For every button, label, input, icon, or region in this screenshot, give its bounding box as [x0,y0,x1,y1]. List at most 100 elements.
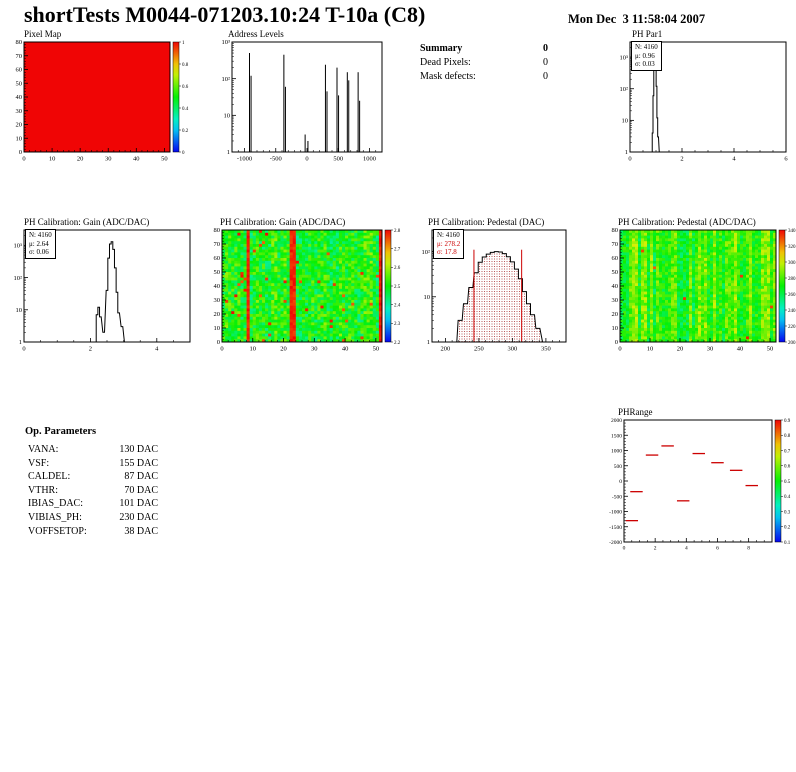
svg-text:2.5: 2.5 [394,285,401,290]
svg-text:1000: 1000 [363,156,376,163]
svg-text:50: 50 [214,269,221,276]
op-param-row: VTHR: 70 DAC [25,484,158,498]
plot-title: Address Levels [228,29,284,39]
svg-text:0.4: 0.4 [182,107,189,112]
plot-title: PH Calibration: Gain (ADC/DAC) [220,217,346,227]
pixel-map-canvas: 0 10 20 30 40 50 0 10 20 30 40 50 60 70 80 1 0.8 0.6 0.4 0.… [16,40,189,163]
svg-text:2: 2 [654,546,657,552]
svg-text:0.3: 0.3 [784,510,791,515]
svg-text:0.7: 0.7 [784,449,791,454]
op-param-row: CALDEL: 87 DAC [25,470,158,484]
row-value: 155 DAC [119,457,158,469]
svg-text:1: 1 [19,339,22,346]
svg-text:10²: 10² [422,249,431,256]
page-title: shortTests M0044-071203.10:24 T-10a (C8) [24,2,426,27]
op-param-row: VSF: 155 DAC [25,457,158,471]
svg-text:10²: 10² [620,86,629,93]
svg-text:1: 1 [427,339,430,346]
svg-text:40: 40 [16,94,23,101]
svg-text:320: 320 [788,245,796,250]
row-value: 70 DAC [124,484,158,496]
svg-text:0.6: 0.6 [784,465,791,470]
svg-text:10: 10 [16,307,23,314]
svg-text:20: 20 [77,156,84,163]
svg-text:0.8: 0.8 [182,63,189,68]
svg-text:0: 0 [220,346,223,353]
plot-title: Pixel Map [24,29,62,39]
svg-text:70: 70 [16,53,23,60]
row-value: 38 DAC [124,525,158,537]
svg-text:0: 0 [628,156,631,163]
svg-text:2.7: 2.7 [394,247,401,252]
svg-text:20: 20 [612,311,619,318]
plot-title: PHRange [618,407,653,417]
ph-range-plot: PHRange 0 2 4 6 8 2000 1500 1000 500 0 -500 -1000 -1… [596,406,796,560]
address-levels-plot: Address Levels -1000 -500 0 500 1000 1 10 10² 10… [206,28,390,170]
stats-line: μ: 278.2 [437,239,461,248]
op-param-row: VOFFSETOP: 38 DAC [25,525,158,539]
svg-text:2.4: 2.4 [394,303,401,308]
gain-hist-plot: PH Calibration: Gain (ADC/DAC) 0 2 4 1 10 10²… [2,216,198,360]
gain-hist-canvas: 0 2 4 1 10 10² 10³ [14,229,191,353]
svg-text:0.8: 0.8 [784,434,791,439]
svg-text:30: 30 [16,108,23,115]
svg-text:10: 10 [224,113,231,120]
pedestal-map-canvas: 0 10 20 30 40 50 0 10 20 30 40 50 60 70 80 340 320 300 280… [612,228,796,353]
svg-text:2: 2 [89,346,92,353]
svg-text:10: 10 [49,156,56,163]
stats-line: σ: 0.06 [29,248,49,256]
row-label: VANA: [28,444,59,455]
svg-text:10: 10 [214,325,221,332]
row-label: VTHR: [28,484,58,496]
svg-text:2.3: 2.3 [394,322,401,327]
row-value: 0 [543,57,548,68]
row-label: VIBIAS_PH: [28,511,82,523]
svg-text:10: 10 [612,325,619,332]
svg-text:40: 40 [214,283,221,290]
summary-row: Mask defects: 0 [420,70,548,84]
svg-text:4: 4 [155,346,159,353]
stats-line: μ: 2.64 [29,239,49,248]
svg-text:0.1: 0.1 [784,541,791,546]
summary-value: 0 [543,43,548,54]
pedestal-hist-plot: PH Calibration: Pedestal (DAC) 200 250 300… [406,216,572,360]
row-value: 0 [543,71,548,82]
svg-text:0: 0 [22,346,25,353]
gain-map-canvas: 0 10 20 30 40 50 0 10 20 30 40 50 60 70 80 2.8 2.7 2.6 2.5… [214,228,401,353]
address-levels-canvas: -1000 -500 0 500 1000 1 10 10² 10³ [222,40,383,163]
plot-title: PH Calibration: Pedestal (DAC) [428,217,545,227]
svg-text:340: 340 [788,229,796,234]
svg-text:10: 10 [424,294,431,301]
svg-text:0.5: 0.5 [784,480,791,485]
svg-text:40: 40 [342,346,349,353]
stats-box: N: 4160 μ: 278.2 σ: 17.8 [433,229,465,259]
timestamp: Mon Dec 3 11:58:04 2007 [568,12,706,26]
svg-text:40: 40 [737,346,744,353]
svg-text:0.4: 0.4 [784,495,791,500]
svg-text:300: 300 [788,261,796,266]
svg-text:0.2: 0.2 [182,129,189,134]
op-param-row: IBIAS_DAC: 101 DAC [25,497,158,511]
stats-line: σ: 17.8 [437,248,457,256]
summary-header: Summary 0 [420,42,548,56]
svg-text:80: 80 [16,40,23,46]
row-label: VSF: [28,457,50,469]
svg-text:220: 220 [788,325,796,330]
pixel-map-plot: Pixel Map 0 10 20 30 40 50 0 10 20 30 40 50 60 70 80 1 0… [2,28,208,170]
row-value: 87 DAC [124,471,158,483]
svg-text:1: 1 [182,41,185,46]
op-parameters-title: Op. Parameters [25,426,97,437]
row-label: Dead Pixels: [420,57,471,68]
row-value: 130 DAC [119,444,158,455]
row-value: 230 DAC [119,511,158,523]
svg-text:0: 0 [623,546,626,552]
svg-text:8: 8 [747,546,750,552]
stats-line: N: 4160 [635,43,658,51]
svg-text:30: 30 [612,297,619,304]
svg-text:60: 60 [612,255,619,262]
svg-text:30: 30 [311,346,318,353]
svg-text:80: 80 [214,228,221,234]
svg-text:30: 30 [214,297,221,304]
plot-title: PH Calibration: Gain (ADC/DAC) [24,217,150,227]
svg-text:10³: 10³ [14,243,23,250]
